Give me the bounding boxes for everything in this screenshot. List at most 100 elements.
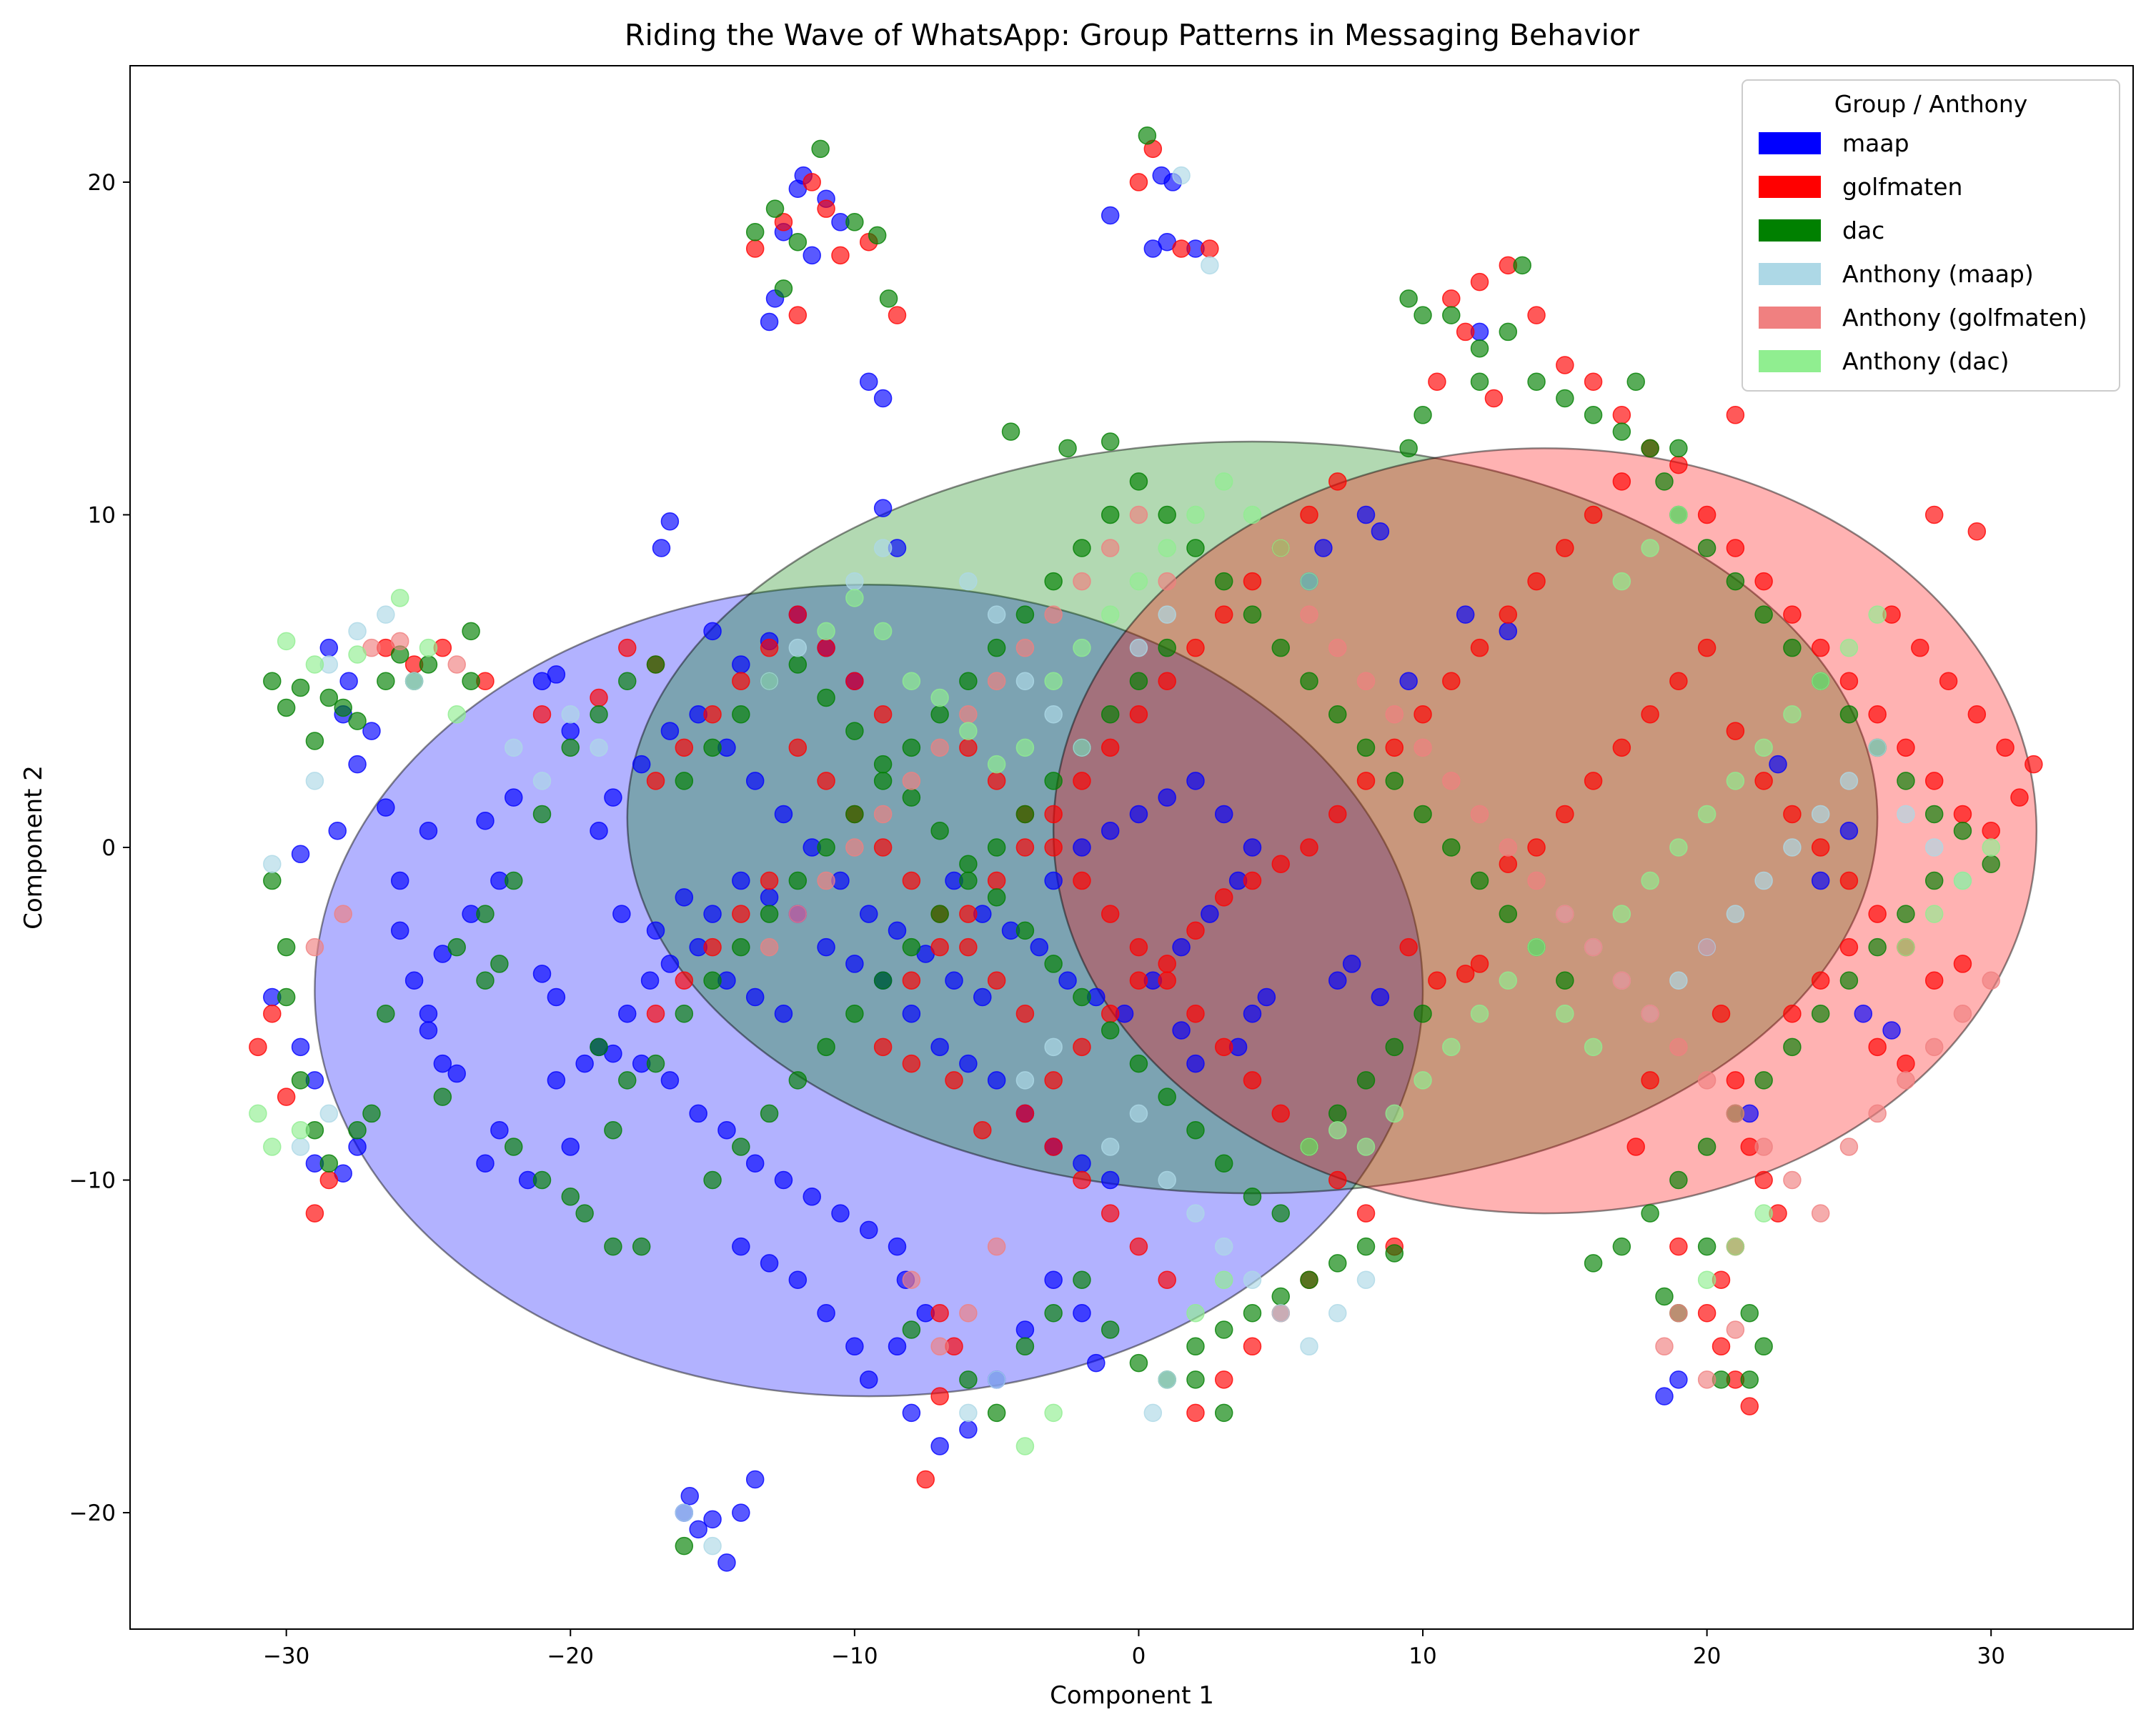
data-point xyxy=(1385,705,1404,724)
x-tick-label: 30 xyxy=(1977,1643,2005,1669)
data-point xyxy=(987,838,1006,857)
data-point xyxy=(1754,1138,1773,1156)
data-point xyxy=(1129,505,1148,524)
data-point xyxy=(1101,206,1120,225)
data-point xyxy=(1499,322,1518,342)
data-point xyxy=(1442,838,1461,857)
data-point xyxy=(859,1370,878,1389)
data-point xyxy=(817,1303,835,1323)
data-point xyxy=(1499,905,1518,923)
data-point xyxy=(732,871,750,890)
data-point xyxy=(1015,1104,1035,1123)
data-point xyxy=(1138,126,1157,145)
y-tick-label: 20 xyxy=(88,170,116,196)
data-point xyxy=(1129,572,1148,591)
data-point xyxy=(1499,838,1518,857)
data-point xyxy=(788,638,808,657)
data-point xyxy=(902,971,921,990)
data-point xyxy=(689,1520,707,1539)
data-point xyxy=(1101,1204,1120,1223)
data-point xyxy=(1924,905,1944,923)
x-tick-label: −20 xyxy=(547,1643,594,1669)
data-point xyxy=(1073,1154,1091,1173)
data-point xyxy=(1982,838,2000,857)
data-point xyxy=(419,1021,438,1040)
data-point xyxy=(1158,1170,1176,1190)
data-point xyxy=(1158,1088,1176,1106)
data-point xyxy=(817,937,835,957)
data-point xyxy=(504,871,523,890)
ellipse-golfmaten xyxy=(1052,447,2038,1215)
data-point xyxy=(788,1270,808,1289)
data-point xyxy=(1129,1353,1148,1373)
data-point xyxy=(1783,605,1802,624)
data-point xyxy=(1584,372,1603,392)
data-point xyxy=(1811,871,1830,890)
data-point xyxy=(1300,605,1318,624)
data-point xyxy=(831,1204,850,1223)
data-point xyxy=(1385,1104,1404,1123)
data-point xyxy=(1015,638,1035,657)
data-point xyxy=(788,232,808,252)
data-point xyxy=(1015,1337,1035,1356)
data-point xyxy=(1967,522,1987,541)
data-point xyxy=(1414,1005,1432,1023)
data-point xyxy=(390,871,409,890)
data-point xyxy=(1073,638,1091,657)
data-point xyxy=(291,1138,310,1156)
data-point xyxy=(1015,1320,1035,1339)
data-point xyxy=(973,987,992,1007)
data-point xyxy=(1044,605,1063,624)
data-point xyxy=(1612,422,1631,441)
data-point xyxy=(902,871,921,890)
data-point xyxy=(1754,1204,1773,1223)
data-point xyxy=(1356,1237,1376,1256)
data-point xyxy=(973,1120,992,1140)
data-point xyxy=(959,722,978,740)
data-point xyxy=(1868,1104,1887,1123)
data-point xyxy=(1073,1170,1091,1190)
data-point xyxy=(987,1071,1006,1090)
data-point xyxy=(1101,1138,1120,1156)
data-point xyxy=(1101,905,1120,923)
data-point xyxy=(1015,1005,1035,1023)
data-point xyxy=(1612,472,1631,491)
data-point xyxy=(1641,871,1659,890)
data-point xyxy=(1612,406,1631,424)
series-anthony-dac xyxy=(249,472,2000,1455)
data-point xyxy=(618,1005,637,1023)
data-point xyxy=(1868,738,1887,757)
data-point xyxy=(845,805,864,824)
data-point xyxy=(1300,1270,1318,1289)
data-point xyxy=(732,905,750,923)
data-point xyxy=(1754,572,1773,591)
legend-swatch xyxy=(1759,176,1821,198)
data-point xyxy=(660,722,680,740)
data-point xyxy=(1271,1204,1290,1223)
data-point xyxy=(1201,905,1219,923)
data-point xyxy=(1897,937,1915,957)
data-point xyxy=(930,937,949,957)
data-point xyxy=(873,805,893,824)
data-point xyxy=(1101,705,1120,724)
data-point xyxy=(930,1437,949,1455)
data-point xyxy=(433,1088,452,1106)
data-point xyxy=(490,1120,509,1140)
data-point xyxy=(1328,971,1347,990)
data-point xyxy=(902,1270,921,1289)
data-point xyxy=(1328,1120,1347,1140)
data-point xyxy=(703,622,722,641)
data-point xyxy=(1967,705,1987,724)
data-point xyxy=(760,638,779,657)
data-point xyxy=(646,655,665,674)
data-point xyxy=(1214,1403,1233,1423)
data-point xyxy=(1356,672,1376,690)
data-point xyxy=(1712,1337,1731,1356)
data-point xyxy=(959,1420,978,1439)
data-point xyxy=(831,246,850,265)
data-point xyxy=(377,1005,395,1023)
data-point xyxy=(334,698,352,717)
data-point xyxy=(476,812,495,830)
data-point xyxy=(1754,1170,1773,1190)
y-axis-label: Component 2 xyxy=(19,765,48,930)
